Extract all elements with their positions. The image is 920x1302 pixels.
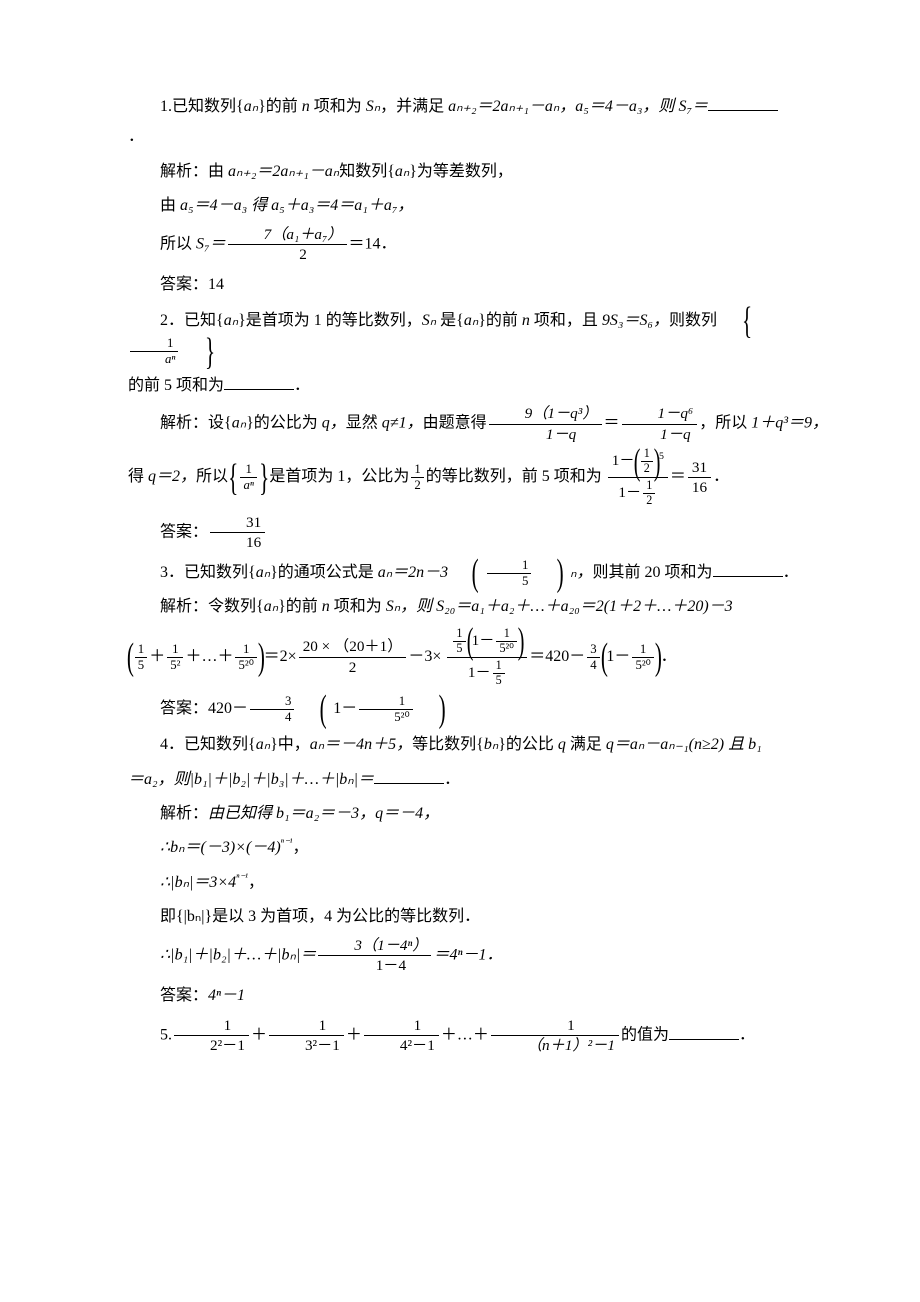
- frac: 15: [135, 642, 147, 672]
- p2-num: 2．: [160, 312, 184, 329]
- p5-num: 5.: [160, 1027, 172, 1044]
- blank: [708, 96, 778, 111]
- p4-stem-1: 4．已知数列{aₙ}中，aₙ＝－4n＋5，等比数列{bₙ}的公比 q 满足 q＝…: [128, 730, 792, 760]
- frac: 15²⁰: [359, 694, 412, 724]
- p4-exp-2: ∴bₙ＝(－3)×(－4)ⁿ⁻¹，: [128, 833, 792, 863]
- frac: 13²－1: [269, 1017, 344, 1055]
- p3-num: 3．: [160, 564, 184, 581]
- frac: 14²－1: [364, 1017, 439, 1055]
- p2-exp-2: 得 q＝2，所以{1aⁿ}是首项为 1，公比为12的等比数列，前 5 项和为 1…: [128, 447, 792, 508]
- blank: [224, 374, 294, 389]
- p4-num: 4．: [160, 736, 184, 753]
- frac: 3（1－4ⁿ）1－4: [318, 937, 431, 975]
- frac: 20 × （20＋1）2: [299, 638, 407, 676]
- p1-exp-1: 解析：由 aₙ₊₂＝2aₙ₊₁－aₙ知数列{aₙ}为等差数列，: [128, 157, 792, 187]
- blank: [374, 768, 444, 783]
- frac: 1aⁿ: [130, 336, 178, 366]
- frac: 15²⁰: [235, 642, 256, 672]
- frac: 15: [487, 558, 531, 588]
- p1-stem: 1.已知数列{aₙ}的前 n 项和为 Sₙ，并满足 aₙ₊₂＝2aₙ₊₁－aₙ，…: [128, 92, 792, 153]
- frac: 34: [250, 694, 294, 724]
- p4-exp-3: ∴|bₙ|＝3×4ⁿ⁻¹，: [128, 868, 792, 898]
- big-frac: 15(1－15²⁰) 1－15: [447, 627, 527, 688]
- frac: 3116: [210, 514, 265, 552]
- p2-exp-1: 解析：设{aₙ}的公比为 q，显然 q≠1，由题意得9（1－q³）1－q＝1－q…: [128, 405, 792, 443]
- p3-exp-1: 解析：令数列{aₙ}的前 n 项和为 Sₙ，则 S₂₀＝a₁＋a₂＋…＋a₂₀＝…: [128, 592, 792, 622]
- p3-answer: 答案：420－34(1－15²⁰): [128, 694, 792, 725]
- p4-exp-1: 解析：由已知得 b₁＝a₂＝－3，q＝－4，: [128, 799, 792, 829]
- p1-num: 1.: [160, 98, 172, 115]
- blank: [669, 1024, 739, 1039]
- frac: 15: [493, 659, 505, 688]
- frac: 12: [643, 479, 655, 508]
- p1-exp-2: 由 a₅＝4－a₃ 得 a₅＋a₃＝4＝a₁＋a₇，: [128, 191, 792, 221]
- p5-stem: 5.12²－1＋13²－1＋14²－1＋…＋1（n＋1）²－1的值为．: [128, 1017, 792, 1055]
- frac: 12²－1: [174, 1017, 249, 1055]
- frac: 34: [587, 642, 599, 672]
- p2-stem-2: 的前 5 项和为．: [128, 371, 792, 401]
- frac: 15: [453, 627, 465, 656]
- p1-exp-3: 所以 S₇＝7（a₁＋a₇）2＝14．: [128, 226, 792, 264]
- frac: 1－q⁶1－q: [622, 405, 698, 443]
- frac: 15²⁰: [496, 627, 517, 656]
- frac: 7（a₁＋a₇）2: [228, 226, 347, 264]
- page: 1.已知数列{aₙ}的前 n 项和为 Sₙ，并满足 aₙ₊₂＝2aₙ₊₁－aₙ，…: [0, 0, 920, 1302]
- p4-exp-5: ∴|b₁|＋|b₂|＋…＋|bₙ|＝3（1－4ⁿ）1－4＝4ⁿ－1．: [128, 937, 792, 975]
- frac: 1（n＋1）²－1: [491, 1017, 619, 1055]
- frac: 9（1－q³）1－q: [489, 405, 602, 443]
- blank: [713, 562, 783, 577]
- p4-stem-2: ＝a₂，则|b₁|＋|b₂|＋|b₃|＋…＋|bₙ|＝．: [128, 765, 792, 795]
- p4-answer: 答案：4ⁿ－1: [128, 981, 792, 1011]
- p3-exp-2: (15＋15²＋…＋15²⁰)＝2×20 × （20＋1）2－3× 15(1－1…: [128, 627, 792, 688]
- frac: 15²: [167, 642, 183, 672]
- frac: 15²⁰: [632, 642, 653, 672]
- big-frac: 1－(12)5 1－12: [608, 447, 668, 508]
- frac: 12: [411, 462, 423, 492]
- p1-answer: 答案：14: [128, 270, 792, 300]
- frac: 3116: [688, 459, 711, 497]
- frac: 1aⁿ: [240, 462, 256, 492]
- frac: 12: [641, 447, 653, 476]
- p3-stem: 3．已知数列{aₙ}的通项公式是 aₙ＝2n－3(15)ₙ，则其前 20 项和为…: [128, 558, 792, 589]
- p2-stem-1: 2．已知{aₙ}是首项为 1 的等比数列，Sₙ 是{aₙ}的前 n 项和，且 9…: [128, 306, 792, 367]
- p2-answer: 答案：3116: [128, 514, 792, 552]
- p4-exp-4: 即{|bₙ|}是以 3 为首项，4 为公比的等比数列．: [128, 902, 792, 932]
